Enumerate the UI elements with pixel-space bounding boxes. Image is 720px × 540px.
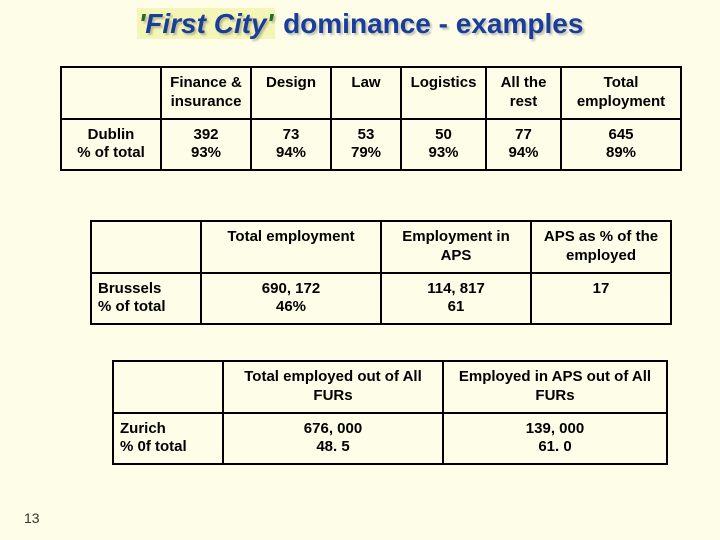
t2-c1: 114, 817 61	[381, 273, 531, 325]
label-l1: Dublin	[88, 126, 135, 143]
cell-l2: 89%	[606, 144, 636, 161]
t2-c2: 17	[531, 273, 671, 325]
t1-c4: 77 94%	[486, 119, 561, 171]
t1-c1: 73 94%	[251, 119, 331, 171]
label-l2: % 0f total	[120, 438, 187, 455]
t3-c0: 676, 000 48. 5	[223, 413, 443, 465]
table-row: Finance & insurance Design Law Logistics…	[61, 67, 681, 119]
cell-l1: 114, 817	[427, 280, 485, 297]
title-quote-close: '	[267, 8, 274, 39]
cell-l2: 46%	[276, 298, 306, 315]
cell-l2: 79%	[351, 144, 381, 161]
t1-h2: Design	[251, 67, 331, 119]
t2-h2: Employment in APS	[381, 221, 531, 273]
t1-h1: Finance & insurance	[161, 67, 251, 119]
t3-h1: Total employed out of All FURs	[223, 361, 443, 413]
title-highlight: 'First City'	[137, 8, 276, 39]
table-row: Total employment Employment in APS APS a…	[91, 221, 671, 273]
cell-l2: 61	[448, 298, 465, 315]
label-l2: % of total	[98, 298, 166, 315]
cell-l1: 17	[593, 280, 610, 297]
table-zurich: Total employed out of All FURs Employed …	[112, 360, 668, 465]
cell-l2: 61. 0	[538, 438, 571, 455]
cell-l1: 50	[435, 126, 452, 143]
t1-c3: 50 93%	[401, 119, 486, 171]
t3-c1: 139, 000 61. 0	[443, 413, 667, 465]
title-italic: First City	[145, 8, 266, 39]
cell-l2: 94%	[276, 144, 306, 161]
page-title: 'First City' dominance - examples	[131, 8, 590, 40]
table-row: Brussels % of total 690, 172 46% 114, 81…	[91, 273, 671, 325]
t1-rowlabel: Dublin % of total	[61, 119, 161, 171]
cell-l2: 48. 5	[316, 438, 349, 455]
t1-h6: Total employment	[561, 67, 681, 119]
t3-h0	[113, 361, 223, 413]
title-rest: dominance - examples	[275, 8, 583, 39]
table-brussels: Total employment Employment in APS APS a…	[90, 220, 672, 325]
cell-l1: 77	[515, 126, 532, 143]
title-wrap: 'First City' dominance - examples	[0, 0, 720, 44]
cell-l1: 73	[283, 126, 300, 143]
t3-h2: Employed in APS out of All FURs	[443, 361, 667, 413]
table-row: Total employed out of All FURs Employed …	[113, 361, 667, 413]
cell-l1: 690, 172	[262, 280, 320, 297]
cell-l1: 676, 000	[304, 420, 362, 437]
t1-h3: Law	[331, 67, 401, 119]
cell-l1: 53	[358, 126, 375, 143]
t1-c2: 53 79%	[331, 119, 401, 171]
label-l2: % of total	[77, 144, 145, 161]
table-dublin: Finance & insurance Design Law Logistics…	[60, 66, 682, 171]
t2-c0: 690, 172 46%	[201, 273, 381, 325]
cell-l2: 93%	[428, 144, 458, 161]
cell-l2: 93%	[191, 144, 221, 161]
t2-rowlabel: Brussels % of total	[91, 273, 201, 325]
t1-h5: All the rest	[486, 67, 561, 119]
table-row: Dublin % of total 392 93% 73 94% 53 79% …	[61, 119, 681, 171]
cell-l2: 94%	[508, 144, 538, 161]
slide: 'First City' dominance - examples Financ…	[0, 0, 720, 540]
t1-h4: Logistics	[401, 67, 486, 119]
t2-h1: Total employment	[201, 221, 381, 273]
table-row: Zurich % 0f total 676, 000 48. 5 139, 00…	[113, 413, 667, 465]
cell-l1: 139, 000	[526, 420, 584, 437]
t1-c0: 392 93%	[161, 119, 251, 171]
t1-c5: 645 89%	[561, 119, 681, 171]
cell-l1: 645	[608, 126, 633, 143]
label-l1: Brussels	[98, 280, 161, 297]
t1-h0	[61, 67, 161, 119]
page-number: 13	[24, 510, 40, 526]
t2-h3: APS as % of the employed	[531, 221, 671, 273]
cell-l1: 392	[193, 126, 218, 143]
t3-rowlabel: Zurich % 0f total	[113, 413, 223, 465]
t2-h0	[91, 221, 201, 273]
label-l1: Zurich	[120, 420, 166, 437]
